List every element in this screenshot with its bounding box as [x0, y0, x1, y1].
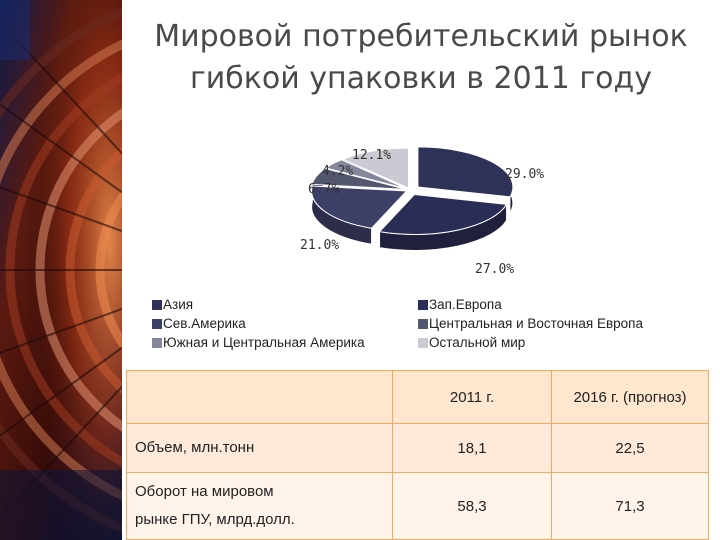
- legend-label: Центральная и Восточная Европа: [429, 316, 643, 331]
- legend-item: Остальной мир: [418, 333, 643, 352]
- cell-2016: 22,5: [551, 423, 709, 473]
- pie-slice-1: [417, 146, 514, 198]
- legend-swatch: [418, 318, 428, 329]
- row-label-line: рынке ГПУ, млрд.долл.: [135, 511, 295, 528]
- pie-slice-2: [378, 193, 508, 235]
- row-label: Оборот на мировом рынке ГПУ, млрд.долл.: [126, 472, 393, 540]
- row-label-line: Оборот на мировом: [135, 483, 274, 500]
- pie-slice-4: [311, 168, 407, 190]
- table-header-blank: [126, 370, 393, 424]
- collider-photo: [0, 0, 122, 540]
- pie-data-label: 6.7%: [308, 182, 339, 197]
- legend-item: Зап.Европа: [418, 295, 643, 314]
- legend-label: Сев.Америка: [163, 316, 246, 331]
- data-table: 2011 г. 2016 г. (прогноз) Объем, млн.тон…: [126, 370, 709, 540]
- legend-label: Азия: [163, 297, 194, 312]
- legend-label: Остальной мир: [429, 335, 526, 350]
- page-title: Мировой потребительский рынок гибкой упа…: [122, 16, 720, 100]
- pie-data-label: 12.1%: [352, 148, 391, 163]
- table-row: Оборот на мировом рынке ГПУ, млрд.долл. 5…: [126, 472, 709, 540]
- cell-2016: 71,3: [551, 472, 709, 540]
- table-header-row: 2011 г. 2016 г. (прогноз): [126, 370, 709, 424]
- legend-left: Азия Сев.Америка Южная и Центральная Амери…: [152, 295, 365, 352]
- legend-item: Центральная и Восточная Европа: [418, 314, 643, 333]
- pie-data-label: 27.0%: [475, 262, 514, 277]
- pie-chart: 29.0% 27.0% 21.0% 6.7% 4.2%12.1%: [300, 146, 544, 277]
- legend-swatch: [152, 337, 162, 348]
- legend-swatch: [418, 299, 428, 310]
- pie-slice-6: [341, 147, 410, 189]
- table-header-2011: 2011 г.: [392, 370, 552, 424]
- cell-2011: 58,3: [392, 472, 552, 540]
- legend-item: Южная и Центральная Америка: [152, 333, 365, 352]
- legend-label: Зап.Европа: [429, 297, 502, 312]
- title-line-1: Мировой потребительский рынок: [154, 19, 688, 54]
- cell-2011: 18,1: [392, 423, 552, 473]
- pie-slice-3: [311, 185, 408, 229]
- table-header-2016: 2016 г. (прогноз): [551, 370, 709, 424]
- pie-data-label: 29.0%: [505, 167, 544, 182]
- table-row: Объем, млн.тонн 18,1 22,5: [126, 423, 709, 473]
- row-label: Объем, млн.тонн: [126, 423, 393, 473]
- pie-data-label: 4.2%: [322, 164, 353, 179]
- legend-swatch: [152, 299, 162, 310]
- legend-label: Южная и Центральная Америка: [163, 335, 365, 350]
- title-line-2: гибкой упаковки в 2011 году: [189, 61, 653, 96]
- legend-item: Азия: [152, 295, 365, 314]
- pie-data-label: 21.0%: [300, 238, 339, 253]
- row-label-line: Объем, млн.тонн: [135, 439, 255, 456]
- legend-item: Сев.Америка: [152, 314, 365, 333]
- legend-right: Зап.Европа Центральная и Восточная Европа…: [418, 295, 643, 352]
- legend-swatch: [418, 337, 428, 348]
- legend-swatch: [152, 318, 162, 329]
- pie-slice-5: [324, 159, 408, 190]
